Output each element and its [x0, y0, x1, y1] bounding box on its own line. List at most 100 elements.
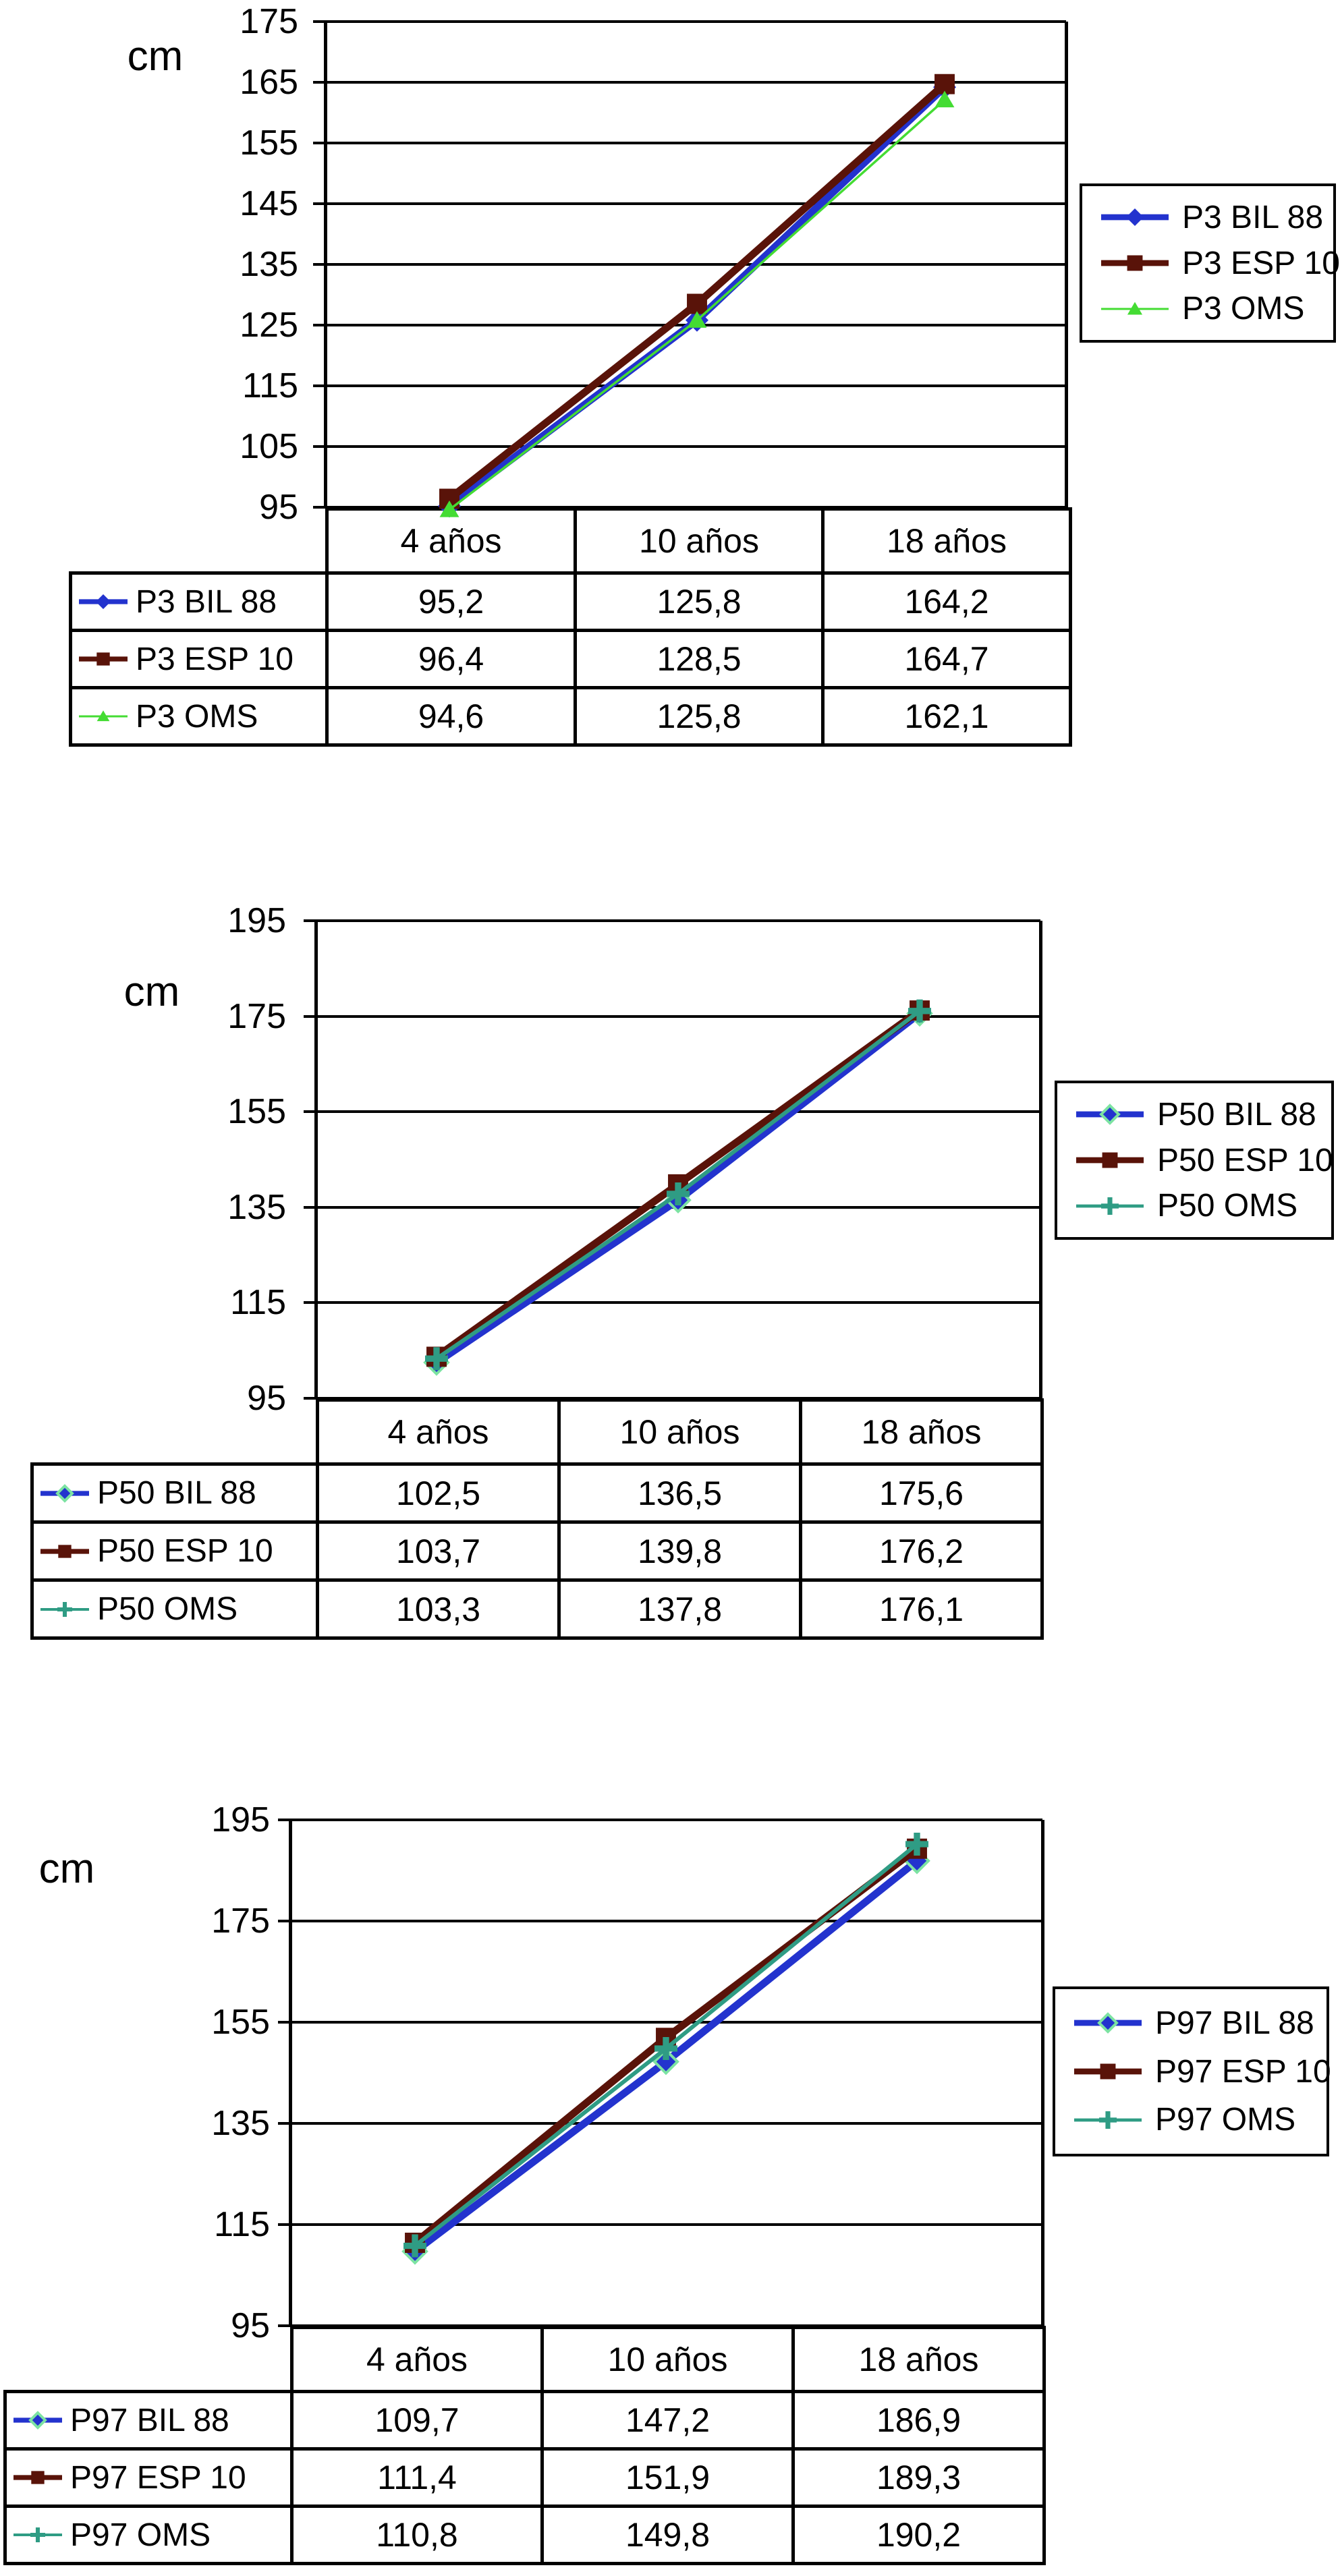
- y-axis-tick-label: 115: [230, 1283, 286, 1323]
- gridline: [304, 1301, 1040, 1305]
- legend-label: P97 ESP 10: [1155, 2053, 1331, 2090]
- column-header: 18 años: [791, 2326, 1046, 2393]
- square-key-icon: [13, 2471, 62, 2484]
- diamond-key-icon: [1101, 208, 1169, 227]
- plus-marker-icon: [30, 2527, 45, 2542]
- y-axis-tick-label: 175: [227, 996, 286, 1036]
- plus-marker-icon: [403, 2234, 426, 2258]
- y-axis-tick-label: 135: [227, 1187, 286, 1227]
- gridline: [313, 202, 1066, 205]
- column-header: 18 años: [799, 1398, 1044, 1466]
- plus-marker-icon: [654, 2037, 677, 2060]
- series-line: [447, 81, 947, 502]
- square-marker-icon: [1102, 1152, 1118, 1168]
- diamond-key-icon: [1076, 1104, 1144, 1126]
- table-value: 176,2: [799, 1520, 1044, 1582]
- table-value: 95,2: [325, 571, 577, 632]
- table-value: 186,9: [791, 2390, 1046, 2451]
- triangle-marker-icon: [687, 311, 707, 328]
- plus-key-icon: [1074, 2111, 1142, 2129]
- square-marker-icon: [1101, 248, 1169, 278]
- table-header-row: 4 años 10 años 18 años: [32, 1398, 1044, 1466]
- gridline: [304, 1397, 1040, 1400]
- y-axis-tick-label: 95: [247, 1379, 286, 1418]
- y-axis-unit-label-p97: cm: [38, 1845, 95, 1892]
- diamond-marker-icon: [1101, 202, 1169, 232]
- triangle-marker-icon: [79, 702, 128, 731]
- square-marker-icon: [40, 1537, 89, 1566]
- legend-label: P97 BIL 88: [1155, 2005, 1314, 2041]
- triangle-marker-icon: [439, 500, 459, 517]
- gridline: [313, 20, 1066, 23]
- diamond-marker-icon: [1099, 1104, 1121, 1126]
- table-value: 162,1: [821, 686, 1072, 747]
- legend-item-p50-bil88: P50 BIL 88: [1076, 1096, 1324, 1133]
- plot-right-border: [1041, 1820, 1044, 2326]
- table-value: 137,8: [557, 1578, 802, 1640]
- diamond-marker-icon: [79, 587, 128, 617]
- square-marker-icon: [687, 293, 707, 314]
- plus-marker-icon: [905, 1833, 928, 1856]
- triangle-marker-icon: [934, 90, 955, 108]
- plus-marker-icon: [1101, 1197, 1119, 1215]
- column-header: 18 años: [821, 507, 1072, 575]
- gridline: [278, 2223, 1042, 2226]
- plus-marker-icon: [667, 1182, 690, 1205]
- gridline: [313, 142, 1066, 144]
- diamond-key-icon: [79, 594, 128, 609]
- table-value: 128,5: [574, 629, 825, 689]
- diamond-key-icon: [1074, 2012, 1142, 2034]
- table-value: 175,6: [799, 1462, 1044, 1524]
- table-value: 147,2: [540, 2390, 795, 2451]
- column-header: 4 años: [290, 2326, 544, 2393]
- plus-key-icon: [1076, 1197, 1144, 1215]
- table-header-row: 4 años 10 años 18 años: [71, 507, 1072, 575]
- y-axis-tick-label: 155: [240, 123, 298, 163]
- legend-label: P3 ESP 10: [1182, 245, 1340, 281]
- gridline: [313, 81, 1066, 84]
- series-name: P97 ESP 10: [70, 2459, 246, 2496]
- table-row: P50 OMS 103,3 137,8 176,1: [30, 1578, 1044, 1640]
- y-axis-tick-label: 95: [259, 488, 298, 527]
- legend-item-p97-bil88: P97 BIL 88: [1074, 2005, 1320, 2042]
- legend-label: P50 ESP 10: [1157, 1142, 1333, 1178]
- table-row: P3 ESP 10 96,4 128,5 164,7: [69, 629, 1072, 689]
- y-axis-tick-label: 165: [240, 63, 298, 102]
- series-p50-oms: [425, 999, 931, 1371]
- y-axis-tick-label: 105: [240, 427, 298, 466]
- legend-p3: P3 BIL 88 P3 ESP 10 P3 OMS: [1080, 183, 1340, 343]
- gridline: [304, 1110, 1040, 1114]
- table-value: 96,4: [325, 629, 577, 689]
- legend-item-p97-esp10: P97 ESP 10: [1074, 2053, 1331, 2090]
- y-axis-tick-label: 175: [211, 1901, 270, 1941]
- y-axis-unit-label-p3: cm: [127, 33, 184, 80]
- diamond-marker-icon: [40, 1479, 89, 1508]
- plus-marker-icon: [1074, 2105, 1142, 2135]
- y-axis-tick-label: 155: [211, 2003, 270, 2042]
- y-axis-tick-label: 125: [240, 306, 298, 345]
- table-value: 139,8: [557, 1520, 802, 1582]
- data-table-p97: 4 años 10 años 18 años P97 BIL 88 109,7 …: [3, 2326, 1046, 2565]
- diamond-marker-icon: [1074, 2008, 1142, 2038]
- legend-item-p3-oms: P3 OMS: [1101, 290, 1327, 327]
- table-value: 103,3: [316, 1578, 561, 1640]
- column-header: 10 años: [557, 1398, 802, 1466]
- y-axis-line: [324, 22, 327, 507]
- table-value: 136,5: [557, 1462, 802, 1524]
- diamond-marker-icon: [28, 2411, 47, 2430]
- y-axis-tick-label: 145: [240, 184, 298, 223]
- diamond-marker-icon: [652, 2048, 679, 2076]
- square-marker-icon: [439, 488, 459, 509]
- column-header: 10 años: [540, 2326, 795, 2393]
- plus-key-icon: [40, 1601, 89, 1617]
- table-row: P97 ESP 10 111,4 151,9 189,3: [3, 2447, 1046, 2508]
- series-name: P3 OMS: [136, 698, 258, 735]
- square-marker-icon: [1127, 255, 1143, 271]
- gridline: [313, 384, 1066, 387]
- series-name: P3 ESP 10: [136, 641, 294, 677]
- triangle-key-icon: [79, 710, 128, 722]
- gridline: [278, 1819, 1042, 1821]
- diamond-marker-icon: [13, 2405, 62, 2435]
- table-value: 164,2: [821, 571, 1072, 632]
